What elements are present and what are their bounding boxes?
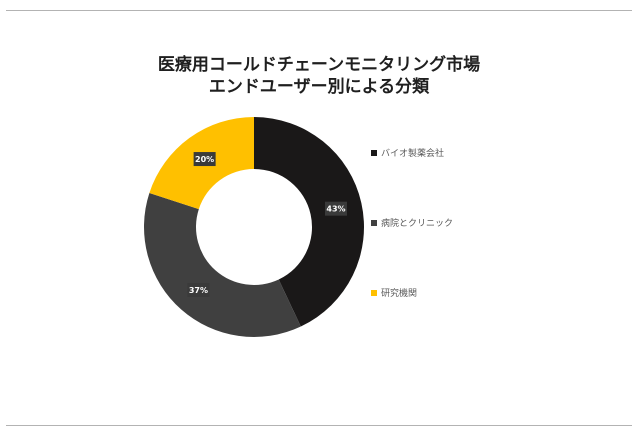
chart-legend: バイオ製薬会社 病院とクリニック 研究機関: [371, 146, 511, 306]
legend-swatch-biopharma: [371, 149, 377, 156]
legend-item-research: 研究機関: [371, 286, 417, 299]
bottom-divider: [6, 425, 632, 426]
data-label-text-research: 20%: [195, 155, 214, 164]
donut-data-labels: 43% 37% 20%: [187, 152, 347, 298]
slice-hospitals: [144, 193, 301, 337]
legend-item-biopharma: バイオ製薬会社: [371, 146, 444, 159]
data-label-bg-biopharma: [324, 201, 347, 216]
data-label-research: 20%: [193, 152, 216, 167]
data-label-text-biopharma: 43%: [326, 205, 345, 214]
slice-biopharma: [254, 117, 364, 327]
chart-title-line-2: エンドユーザー別による分類: [208, 77, 430, 97]
data-label-bg-research: [193, 152, 216, 167]
data-label-bg-hospitals: [187, 283, 210, 298]
legend-swatch-research: [371, 289, 377, 296]
chart-title: 医療用コールドチェーンモニタリング市場 エンドユーザー別による分類: [0, 54, 638, 98]
data-label-hospitals: 37%: [187, 283, 210, 298]
legend-label-biopharma: バイオ製薬会社: [381, 149, 445, 159]
data-label-biopharma: 43%: [324, 201, 347, 216]
data-label-text-hospitals: 37%: [189, 286, 208, 295]
legend-label-hospitals: 病院とクリニック: [381, 219, 454, 229]
legend-swatch-hospitals: [371, 219, 377, 226]
donut-slices: [144, 117, 364, 337]
legend-item-hospitals: 病院とクリニック: [371, 216, 453, 229]
legend-label-research: 研究機関: [381, 289, 418, 299]
chart-title-line-1: 医療用コールドチェーンモニタリング市場: [157, 55, 481, 75]
top-divider: [6, 10, 632, 11]
